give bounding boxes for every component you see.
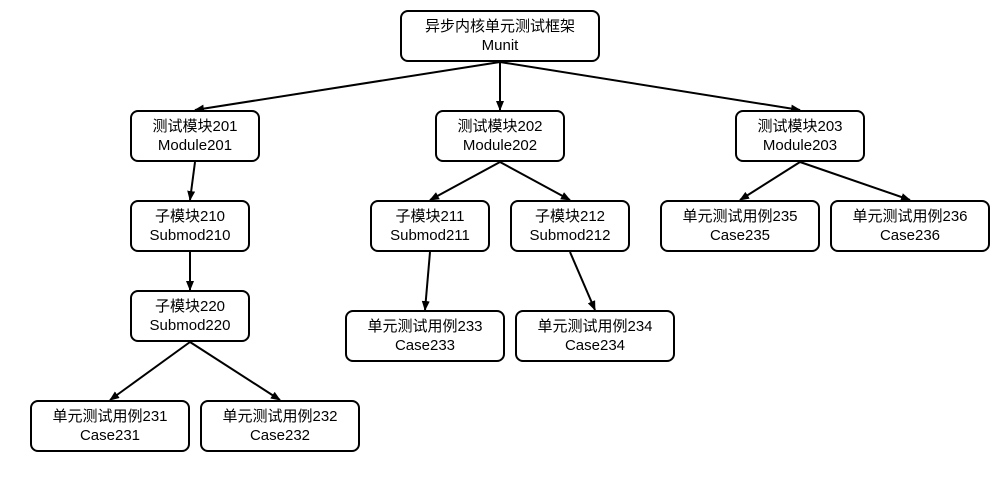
node-case234: 单元测试用例234Case234 bbox=[515, 310, 675, 362]
node-case232: 单元测试用例232Case232 bbox=[200, 400, 360, 452]
node-mod201: 测试模块201Module201 bbox=[130, 110, 260, 162]
node-label-en: Module203 bbox=[763, 136, 837, 156]
edge-mod202-sub211 bbox=[430, 162, 500, 200]
node-label-zh: 子模块220 bbox=[155, 297, 225, 317]
node-label-en: Case231 bbox=[80, 426, 140, 446]
node-label-en: Case232 bbox=[250, 426, 310, 446]
node-sub211: 子模块211Submod211 bbox=[370, 200, 490, 252]
node-label-zh: 单元测试用例235 bbox=[682, 207, 797, 227]
edge-sub220-case231 bbox=[110, 342, 190, 400]
node-case231: 单元测试用例231Case231 bbox=[30, 400, 190, 452]
edge-sub212-case234 bbox=[570, 252, 595, 310]
node-label-en: Submod210 bbox=[150, 226, 231, 246]
node-label-en: Submod212 bbox=[530, 226, 611, 246]
node-sub212: 子模块212Submod212 bbox=[510, 200, 630, 252]
edge-root-mod201 bbox=[195, 62, 500, 110]
node-label-zh: 测试模块201 bbox=[152, 117, 237, 137]
node-case235: 单元测试用例235Case235 bbox=[660, 200, 820, 252]
node-label-zh: 单元测试用例234 bbox=[537, 317, 652, 337]
node-label-zh: 单元测试用例232 bbox=[222, 407, 337, 427]
node-label-en: Module201 bbox=[158, 136, 232, 156]
edge-mod203-case236 bbox=[800, 162, 910, 200]
node-case233: 单元测试用例233Case233 bbox=[345, 310, 505, 362]
edge-root-mod203 bbox=[500, 62, 800, 110]
node-root: 异步内核单元测试框架Munit bbox=[400, 10, 600, 62]
node-case236: 单元测试用例236Case236 bbox=[830, 200, 990, 252]
node-sub210: 子模块210Submod210 bbox=[130, 200, 250, 252]
node-sub220: 子模块220Submod220 bbox=[130, 290, 250, 342]
node-label-en: Submod211 bbox=[390, 226, 470, 246]
edge-sub220-case232 bbox=[190, 342, 280, 400]
node-label-zh: 单元测试用例236 bbox=[852, 207, 967, 227]
node-label-zh: 单元测试用例233 bbox=[367, 317, 482, 337]
node-label-en: Case234 bbox=[565, 336, 625, 356]
node-label-en: Module202 bbox=[463, 136, 537, 156]
node-label-en: Submod220 bbox=[150, 316, 231, 336]
edge-sub211-case233 bbox=[425, 252, 430, 310]
node-label-zh: 子模块210 bbox=[155, 207, 225, 227]
node-label-zh: 子模块211 bbox=[396, 207, 465, 227]
node-label-en: Munit bbox=[482, 36, 519, 56]
node-label-zh: 测试模块203 bbox=[757, 117, 842, 137]
node-label-zh: 子模块212 bbox=[535, 207, 605, 227]
edge-mod203-case235 bbox=[740, 162, 800, 200]
edge-mod201-sub210 bbox=[190, 162, 195, 200]
edge-mod202-sub212 bbox=[500, 162, 570, 200]
node-label-en: Case233 bbox=[395, 336, 455, 356]
node-label-en: Case235 bbox=[710, 226, 770, 246]
node-label-en: Case236 bbox=[880, 226, 940, 246]
node-label-zh: 单元测试用例231 bbox=[52, 407, 167, 427]
node-mod202: 测试模块202Module202 bbox=[435, 110, 565, 162]
node-mod203: 测试模块203Module203 bbox=[735, 110, 865, 162]
node-label-zh: 异步内核单元测试框架 bbox=[425, 17, 575, 37]
node-label-zh: 测试模块202 bbox=[457, 117, 542, 137]
